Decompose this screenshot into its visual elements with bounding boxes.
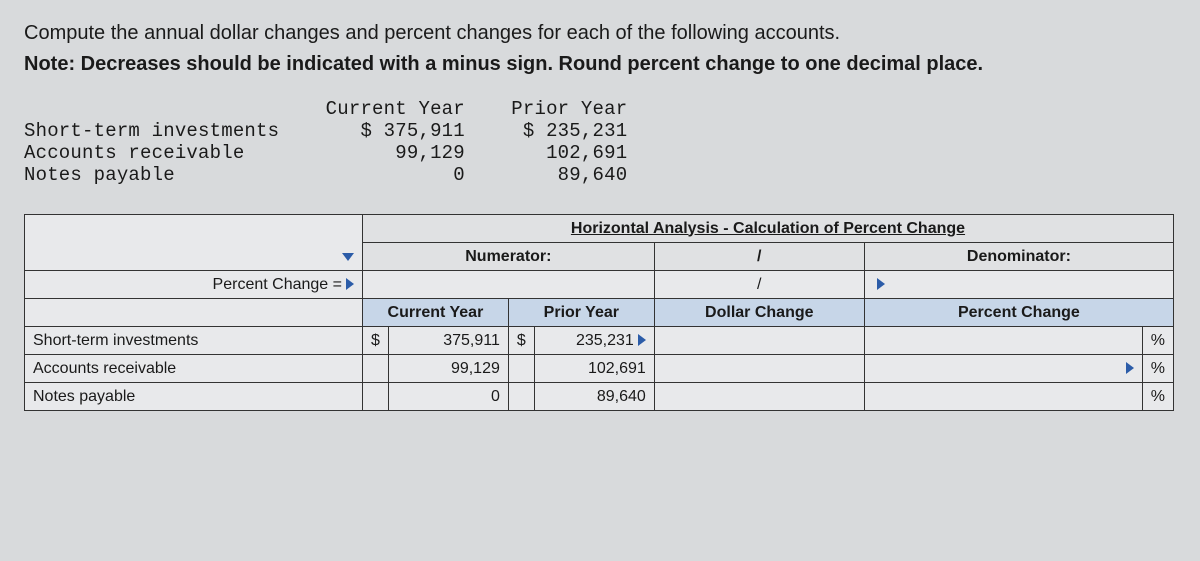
caret-right-icon <box>634 332 646 349</box>
currency-symbol: $ <box>508 327 534 355</box>
percent-change-input[interactable] <box>864 327 1142 355</box>
prior-year-value[interactable]: 102,691 <box>534 355 654 383</box>
numerator-input[interactable] <box>362 271 654 299</box>
analysis-title: Horizontal Analysis - Calculation of Per… <box>362 215 1173 243</box>
current-year-value[interactable]: 99,129 <box>388 355 508 383</box>
col-header-percent-change: Percent Change <box>864 299 1173 327</box>
dropdown-icon <box>336 248 354 265</box>
account-label: Accounts receivable <box>25 355 363 383</box>
percent-change-input[interactable] <box>864 355 1142 383</box>
percent-symbol: % <box>1142 383 1173 411</box>
account-label: Notes payable <box>25 383 363 411</box>
percent-symbol: % <box>1142 355 1173 383</box>
empty-corner <box>25 299 363 327</box>
col-header-current-year: Current Year <box>362 299 508 327</box>
slash-cell: / <box>654 271 864 299</box>
caret-right-icon <box>1122 360 1134 378</box>
slash-header: / <box>654 243 864 271</box>
dollar-change-input[interactable] <box>654 383 864 411</box>
percent-symbol: % <box>1142 327 1173 355</box>
denominator-input[interactable] <box>864 271 1173 299</box>
percent-change-equals-label: Percent Change = <box>25 271 363 299</box>
col-header-prior-year: Prior Year <box>508 299 654 327</box>
given-data-block: Current Year Prior Year Short-term inves… <box>24 98 1176 186</box>
prior-year-value[interactable]: 235,231 <box>534 327 654 355</box>
percent-change-input[interactable] <box>864 383 1142 411</box>
numerator-header: Numerator: <box>362 243 654 271</box>
caret-right-icon <box>873 276 885 294</box>
table-row: Short-term investments $ 375,911 $ 235,2… <box>25 327 1174 355</box>
analysis-table: Horizontal Analysis - Calculation of Per… <box>24 214 1174 411</box>
table-row: Notes payable 0 89,640 % <box>25 383 1174 411</box>
prior-year-value[interactable]: 89,640 <box>534 383 654 411</box>
caret-right-icon <box>342 276 354 293</box>
question-note: Note: Decreases should be indicated with… <box>24 53 1176 76</box>
dollar-change-input[interactable] <box>654 327 864 355</box>
currency-symbol: $ <box>362 327 388 355</box>
currency-symbol <box>508 355 534 383</box>
denominator-header: Denominator: <box>864 243 1173 271</box>
account-label: Short-term investments <box>25 327 363 355</box>
col-header-dollar-change: Dollar Change <box>654 299 864 327</box>
currency-symbol <box>362 355 388 383</box>
current-year-value[interactable]: 0 <box>388 383 508 411</box>
currency-symbol <box>362 383 388 411</box>
currency-symbol <box>508 383 534 411</box>
question-prompt: Compute the annual dollar changes and pe… <box>24 20 1176 47</box>
current-year-value[interactable]: 375,911 <box>388 327 508 355</box>
dollar-change-input[interactable] <box>654 355 864 383</box>
table-row: Accounts receivable 99,129 102,691 % <box>25 355 1174 383</box>
